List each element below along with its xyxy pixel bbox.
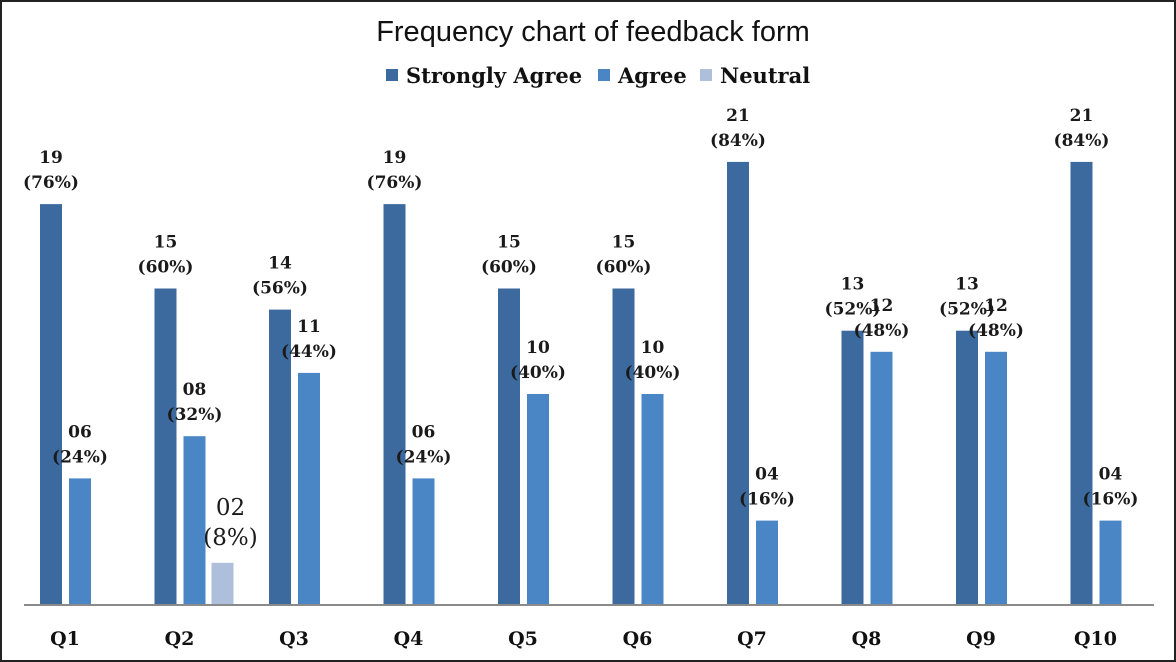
count-label-q8-series-1: 12 bbox=[870, 296, 894, 316]
percent-label-q10-series-1: (16%) bbox=[1083, 490, 1139, 510]
count-label-q3-series-0: 14 bbox=[268, 254, 292, 274]
bar-q2-series-0 bbox=[154, 288, 177, 605]
tick-label-q8: Q8 bbox=[852, 628, 882, 650]
bar-q6-series-0 bbox=[612, 288, 635, 605]
percent-label-q2-series-1: (32%) bbox=[167, 405, 223, 425]
percent-label-q3-series-1: (44%) bbox=[281, 342, 337, 362]
bars-layer bbox=[40, 161, 1122, 605]
legend: Strongly Agree Agree Neutral bbox=[386, 63, 810, 88]
bar-q1-series-0 bbox=[40, 204, 62, 605]
count-label-q2-series-0: 15 bbox=[154, 233, 178, 253]
count-label-q5-series-1: 10 bbox=[526, 338, 550, 358]
percent-label-q4-series-0: (76%) bbox=[367, 173, 423, 193]
percent-label-q5-series-1: (40%) bbox=[510, 363, 566, 383]
percent-label-q6-series-0: (60%) bbox=[596, 258, 652, 278]
bar-q3-series-1 bbox=[298, 372, 320, 605]
bar-q4-series-0 bbox=[383, 204, 406, 605]
tick-label-q5: Q5 bbox=[508, 628, 538, 650]
count-label-q7-series-1: 04 bbox=[755, 465, 779, 485]
legend-label-1: Agree bbox=[617, 63, 687, 88]
bar-q8-series-1 bbox=[870, 351, 893, 605]
percent-label-q9-series-0: (52%) bbox=[939, 300, 995, 320]
count-label-q9-series-0: 13 bbox=[955, 275, 979, 295]
percent-label-q8-series-1: (48%) bbox=[854, 321, 910, 341]
tick-label-q1: Q1 bbox=[50, 628, 80, 650]
bar-q7-series-0 bbox=[727, 161, 749, 605]
tick-label-q10: Q10 bbox=[1074, 628, 1117, 650]
percent-label-q9-series-1: (48%) bbox=[968, 321, 1024, 341]
bar-q3-series-0 bbox=[269, 309, 291, 605]
legend-swatch-2 bbox=[700, 69, 712, 81]
legend-label-2: Neutral bbox=[720, 63, 810, 88]
count-label-q6-series-0: 15 bbox=[612, 233, 636, 253]
bar-q9-series-0 bbox=[956, 330, 978, 605]
bar-q2-series-1 bbox=[183, 436, 206, 605]
bar-q9-series-1 bbox=[985, 351, 1007, 605]
count-label-q6-series-1: 10 bbox=[641, 338, 665, 358]
bar-q5-series-1 bbox=[527, 394, 549, 605]
count-label-q5-series-0: 15 bbox=[497, 233, 521, 253]
bar-q4-series-1 bbox=[412, 478, 435, 605]
bar-q5-series-0 bbox=[498, 288, 520, 605]
tick-label-q2: Q2 bbox=[165, 628, 195, 650]
percent-label-q7-series-0: (84%) bbox=[710, 131, 766, 151]
count-label-q1-series-1: 06 bbox=[68, 422, 92, 442]
count-label-q4-series-1: 06 bbox=[412, 422, 436, 442]
percent-label-q10-series-0: (84%) bbox=[1054, 131, 1110, 151]
legend-swatch-0 bbox=[386, 69, 398, 81]
percent-label-q5-series-0: (60%) bbox=[481, 258, 537, 278]
data-labels-layer: 19 (76%) 06 (24%) 15 (60%) 08 (32%) 02 (8%) 14 (56%… bbox=[23, 106, 1138, 551]
legend-label-0: Strongly Agree bbox=[406, 63, 582, 88]
count-label-q7-series-0: 21 bbox=[726, 106, 750, 126]
tick-label-q3: Q3 bbox=[279, 628, 309, 650]
count-label-q2-series-1: 08 bbox=[183, 380, 207, 400]
percent-label-q8-series-0: (52%) bbox=[825, 300, 881, 320]
tick-label-q4: Q4 bbox=[394, 628, 424, 650]
bar-q8-series-0 bbox=[841, 330, 864, 605]
tick-label-q9: Q9 bbox=[966, 628, 996, 650]
percent-label-q2-series-0: (60%) bbox=[138, 258, 194, 278]
percent-label-q1-series-1: (24%) bbox=[52, 447, 108, 467]
count-label-q2-series-2: 02 bbox=[216, 495, 245, 521]
count-label-q4-series-0: 19 bbox=[383, 148, 407, 168]
percent-label-q3-series-0: (56%) bbox=[252, 279, 308, 299]
bar-q2-series-2 bbox=[211, 562, 234, 605]
count-label-q1-series-0: 19 bbox=[39, 148, 63, 168]
bar-q10-series-0 bbox=[1070, 161, 1093, 605]
bar-q7-series-1 bbox=[756, 520, 778, 605]
count-label-q8-series-0: 13 bbox=[841, 275, 865, 295]
legend-swatch-1 bbox=[598, 69, 610, 81]
x-tick-labels: Q1 Q2 Q3 Q4 Q5 Q6 Q7 Q8 Q9 Q10 bbox=[50, 628, 1117, 650]
percent-label-q2-series-2: (8%) bbox=[203, 525, 257, 551]
percent-label-q1-series-0: (76%) bbox=[23, 173, 79, 193]
count-label-q3-series-1: 11 bbox=[297, 317, 321, 337]
tick-label-q6: Q6 bbox=[623, 628, 653, 650]
bar-q1-series-1 bbox=[69, 478, 91, 605]
count-label-q10-series-1: 04 bbox=[1099, 465, 1123, 485]
tick-label-q7: Q7 bbox=[737, 628, 767, 650]
chart-title: Frequency chart of feedback form bbox=[376, 16, 810, 48]
count-label-q10-series-0: 21 bbox=[1070, 106, 1094, 126]
percent-label-q4-series-1: (24%) bbox=[396, 447, 452, 467]
percent-label-q6-series-1: (40%) bbox=[625, 363, 681, 383]
count-label-q9-series-1: 12 bbox=[984, 296, 1008, 316]
percent-label-q7-series-1: (16%) bbox=[739, 490, 795, 510]
bar-q6-series-1 bbox=[641, 394, 664, 605]
bar-q10-series-1 bbox=[1099, 520, 1122, 605]
